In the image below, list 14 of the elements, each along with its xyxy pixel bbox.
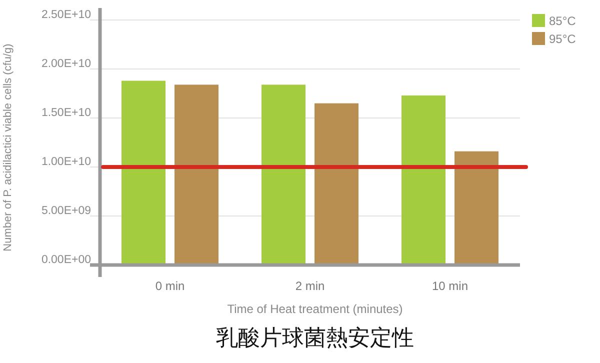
x-tick-label: 0 min bbox=[155, 279, 185, 293]
x-tick-label: 2 min bbox=[295, 279, 325, 293]
y-axis-title: Number of P. acidilactici viable cells (cfu/g) bbox=[2, 44, 14, 252]
text: 乳酸片球菌熱安定性 bbox=[216, 325, 414, 350]
y-tick-label: 1.50E+10 bbox=[41, 107, 91, 119]
legend-label: 95°C bbox=[549, 32, 576, 46]
y-tick-label: 5.00E+09 bbox=[41, 205, 91, 217]
x-axis-title: Time of Heat treatment (minutes) bbox=[227, 302, 403, 316]
legend-label: 85°C bbox=[549, 14, 576, 28]
y-tick-label: 1.00E+10 bbox=[41, 156, 91, 168]
y-tick-label: 2.00E+10 bbox=[41, 58, 91, 70]
x-tick-label: 10 min bbox=[432, 279, 468, 293]
y-tick-label: 2.50E+10 bbox=[41, 9, 91, 21]
y-tick-label: 0.00E+00 bbox=[41, 254, 91, 266]
